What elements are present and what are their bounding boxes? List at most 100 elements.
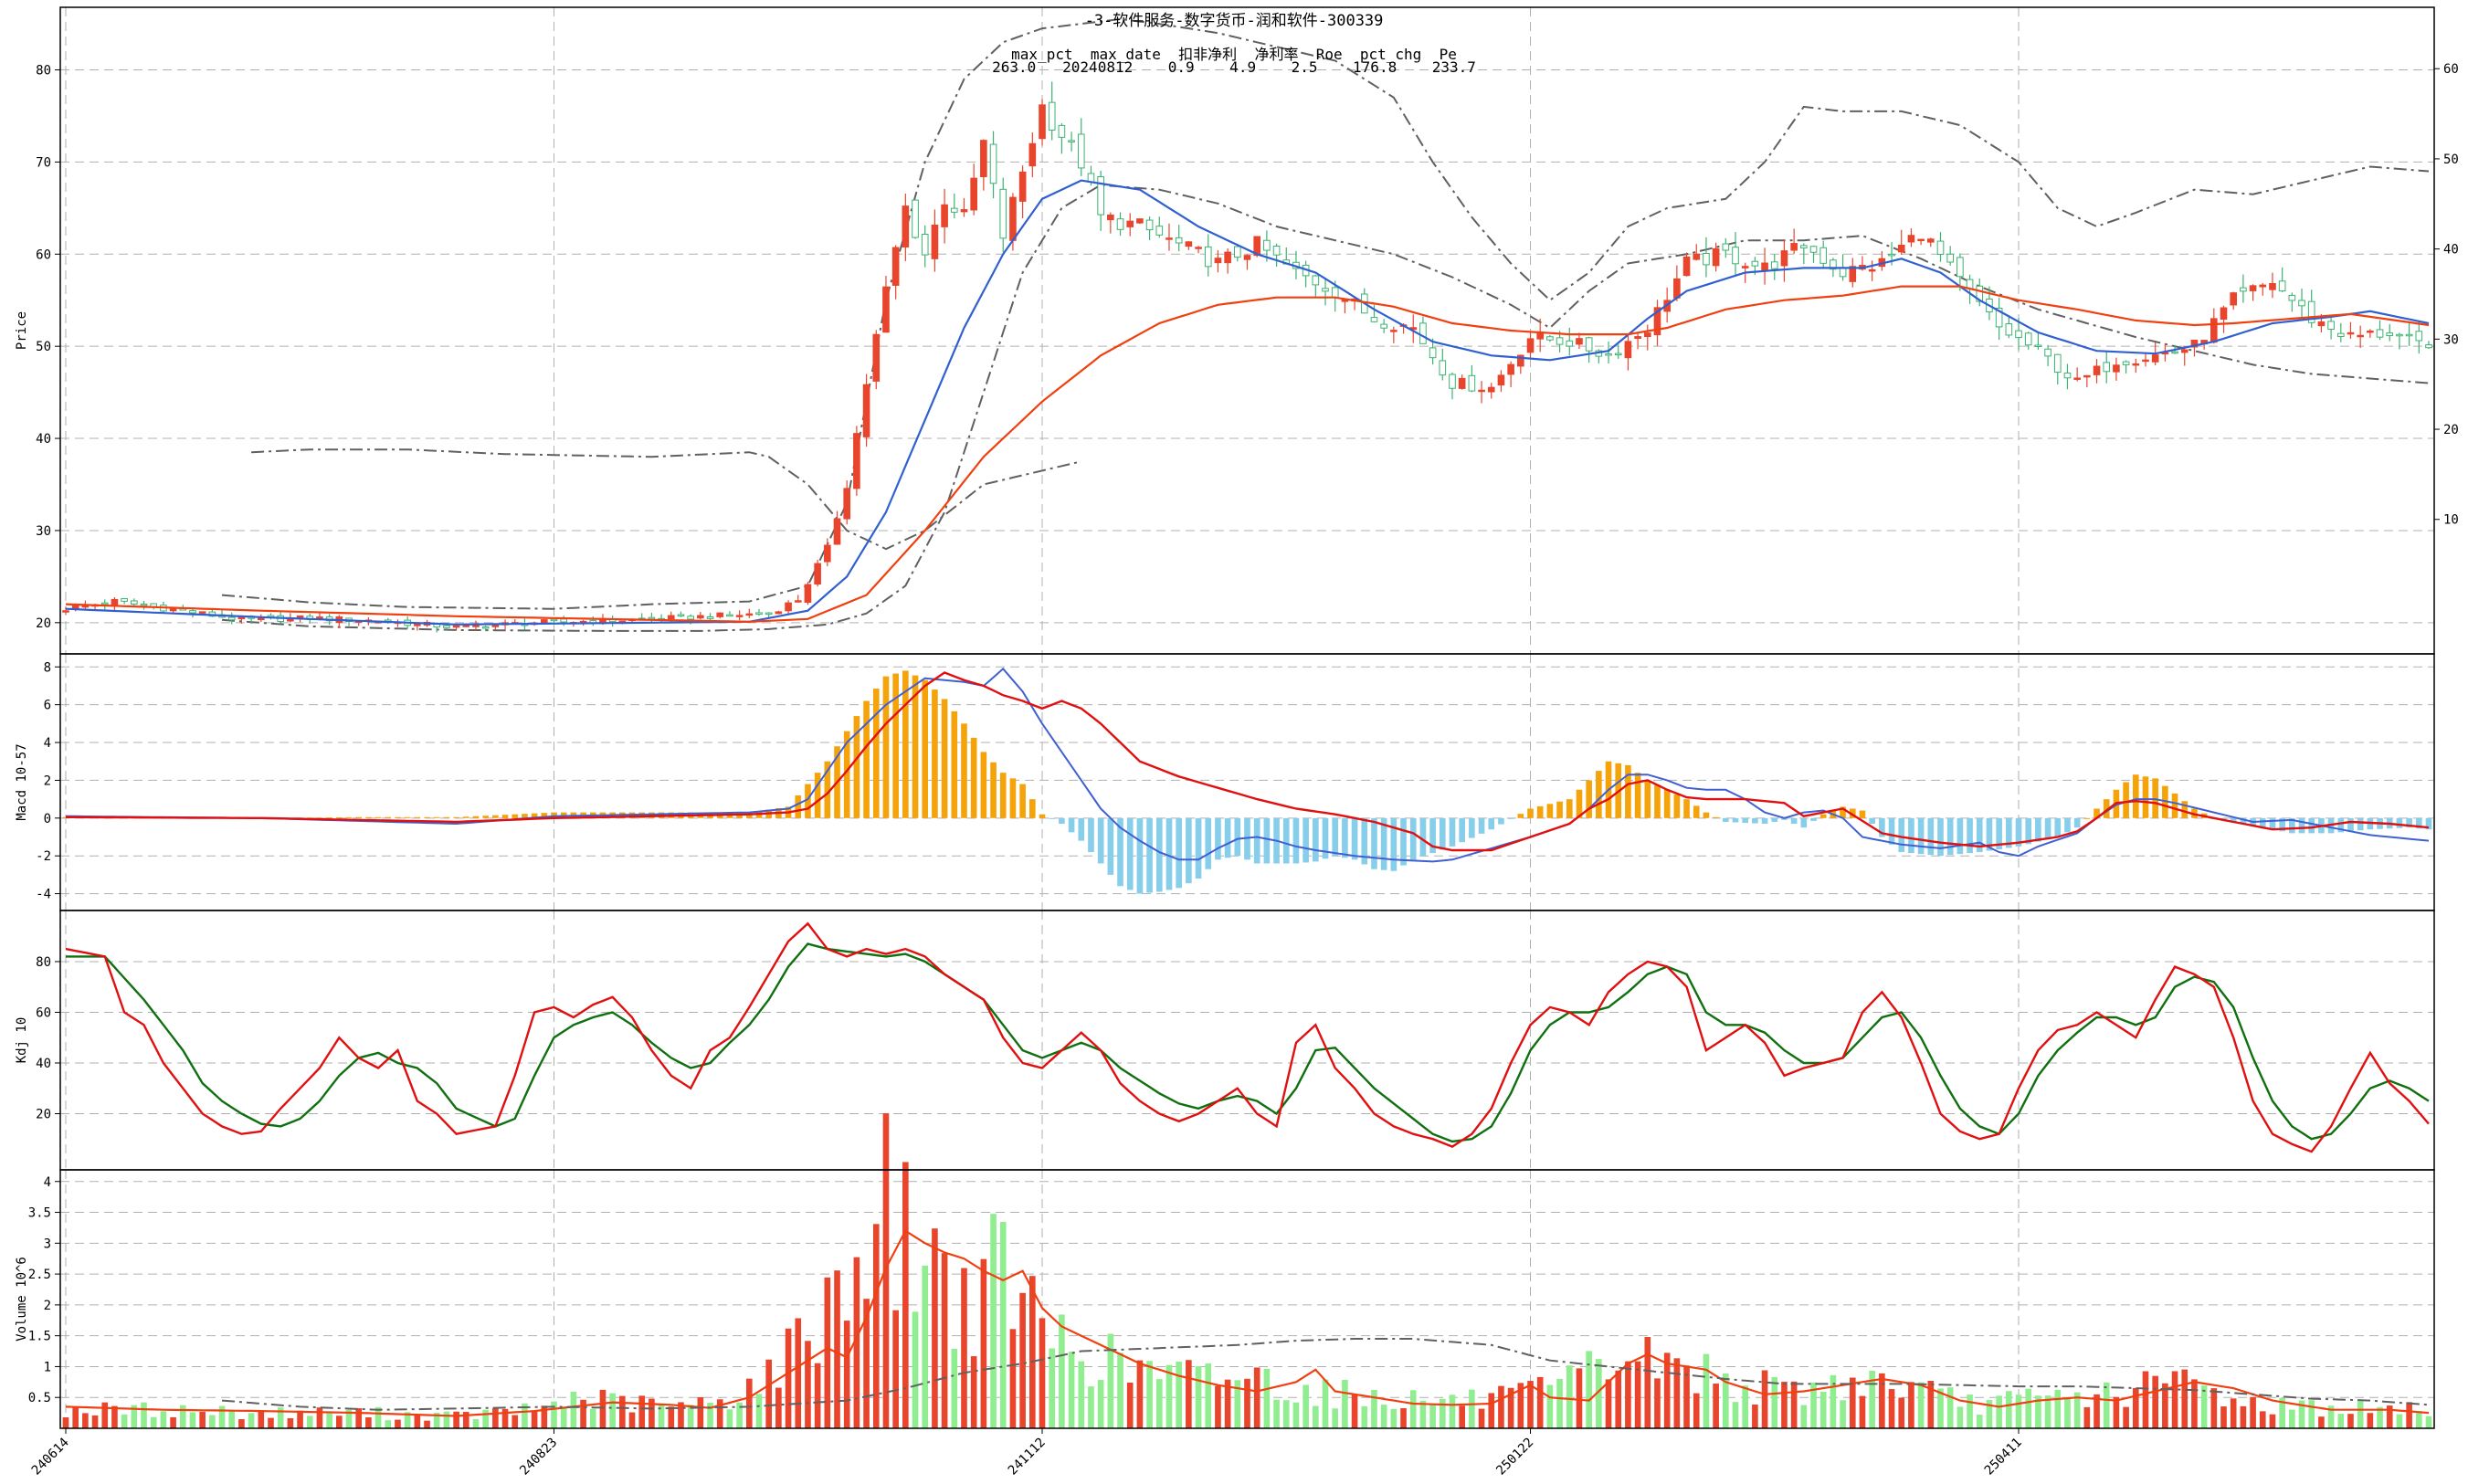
candle-body <box>785 602 792 612</box>
macd-bar <box>1644 780 1651 818</box>
macd-bar <box>882 676 890 818</box>
candle-body <box>2376 329 2384 338</box>
candle-body <box>2347 332 2355 335</box>
candle-body <box>2151 354 2159 363</box>
candle-body <box>1439 360 1447 376</box>
y-tick-label: 70 <box>36 155 51 170</box>
volume-bar <box>941 1253 948 1428</box>
macd-bar <box>1967 817 1973 854</box>
candle-body <box>1068 140 1075 142</box>
macd-bar <box>1498 817 1504 825</box>
candle-body <box>1576 338 1583 345</box>
macd-bar <box>1888 817 1895 845</box>
candle-body <box>1233 246 1241 258</box>
candle-body <box>843 488 851 520</box>
candle-body <box>1253 236 1261 257</box>
macd-bar <box>2406 817 2412 828</box>
volume-bar <box>1224 1379 1231 1428</box>
macd-bar <box>1976 817 1983 853</box>
candle-body <box>2357 334 2364 338</box>
candle-body <box>921 233 929 256</box>
volume-bar <box>2240 1405 2247 1428</box>
macd-bar <box>2230 817 2237 822</box>
volume-bar <box>2035 1395 2041 1428</box>
candle-body <box>1566 340 1574 347</box>
volume-bar <box>785 1328 792 1428</box>
volume-bar <box>2094 1394 2100 1428</box>
volume-bar <box>1126 1382 1134 1428</box>
candle-body <box>1009 196 1017 241</box>
metrics-values: 263.0 20240812 0.9 4.9 2.5 176.8 233.7 <box>992 58 1476 76</box>
volume-bar <box>1673 1358 1681 1428</box>
macd-bar <box>970 737 977 818</box>
volume-bar <box>1488 1393 1495 1428</box>
volume-bar <box>443 1411 450 1428</box>
volume-bar <box>882 1112 890 1428</box>
slow-band-line <box>251 448 1082 551</box>
macd-bar <box>863 700 870 818</box>
volume-bar <box>658 1404 665 1428</box>
macd-bar <box>433 816 440 818</box>
volume-bar <box>2357 1401 2364 1428</box>
volume-bar <box>424 1420 430 1428</box>
candle-body <box>2317 321 2326 327</box>
candle-body <box>755 612 763 616</box>
volume-bar <box>765 1359 772 1428</box>
macd-bar <box>1029 799 1036 818</box>
candle-body <box>1800 245 1808 249</box>
y2-tick-label: 30 <box>2443 332 2459 347</box>
candle-body <box>1322 288 1329 292</box>
volume-bar <box>2279 1397 2285 1428</box>
volume-bar <box>1322 1379 1329 1428</box>
macd-bar <box>531 813 538 818</box>
volume-bar <box>101 1402 109 1428</box>
volume-bar <box>1761 1370 1768 1428</box>
volume-bar <box>609 1393 616 1428</box>
volume-bar <box>2337 1414 2345 1428</box>
macd-bar <box>462 816 469 818</box>
candle-body <box>472 625 480 627</box>
volume-bar <box>1908 1382 1914 1428</box>
volume-bar <box>1195 1366 1202 1428</box>
macd-bar <box>2298 817 2305 834</box>
volume-bar <box>209 1415 216 1428</box>
macd-bar <box>1195 817 1202 879</box>
macd-bar <box>2337 817 2345 833</box>
volume-bar <box>872 1224 880 1428</box>
volume-bar <box>1536 1376 1544 1428</box>
data-layer <box>62 17 2432 1428</box>
volume-bar <box>462 1412 469 1428</box>
volume-bar <box>2064 1396 2071 1428</box>
volume-bar <box>1869 1371 1875 1428</box>
volume-bar <box>1644 1337 1651 1428</box>
chart-title: -3-软件服务-数字货币-润和软件-300339 <box>1084 12 1384 30</box>
volume-bar <box>902 1162 909 1428</box>
macd-bar <box>1517 814 1524 818</box>
macd-bar <box>2094 808 2100 818</box>
candle-body <box>1946 253 1954 263</box>
candle-body <box>2015 330 2022 339</box>
volume-bar <box>580 1399 586 1428</box>
candle-body <box>1449 374 1456 389</box>
candle-body <box>1039 104 1046 140</box>
volume-bar <box>2054 1389 2062 1428</box>
macd-bar <box>1400 817 1407 866</box>
candle-body <box>1936 240 1945 256</box>
y-axis-label: Macd 10-57 <box>15 743 29 820</box>
x-tick-label: 240614 <box>29 1436 72 1479</box>
macd-bar <box>2259 817 2266 828</box>
candle-body <box>648 616 656 620</box>
volume-bar <box>150 1416 157 1428</box>
volume-bar <box>1986 1399 1993 1428</box>
macd-bar <box>453 816 459 818</box>
candle-body <box>1155 226 1164 236</box>
candle-body <box>833 518 841 545</box>
volume-bar <box>1009 1329 1017 1428</box>
candle-body <box>1224 251 1231 264</box>
macd-bar <box>1351 817 1358 860</box>
volume-bar <box>1517 1383 1524 1428</box>
macd-bar <box>1742 817 1749 823</box>
volume-bar <box>678 1402 684 1428</box>
candle-body <box>1487 386 1495 393</box>
candle-body <box>1634 336 1641 340</box>
